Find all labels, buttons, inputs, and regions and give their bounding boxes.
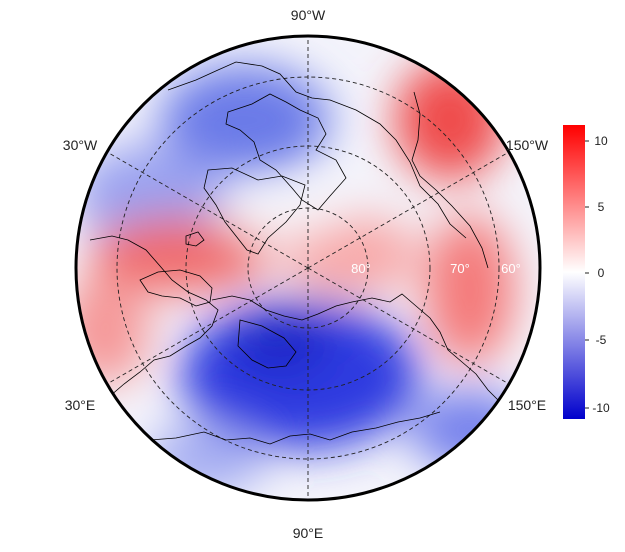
lon-label-150e: 150°E [508, 397, 546, 413]
red-anomaly-pacific [425, 215, 515, 365]
lon-label-30e: 30°E [65, 397, 96, 413]
north-america-coast [167, 61, 467, 239]
canadian-archipelago [225, 93, 347, 211]
colorbar-tick-10: 10 [594, 134, 608, 148]
coastlines [89, 61, 499, 445]
lon-label-150w: 150°W [506, 137, 549, 153]
lon-label-90e: 90°E [293, 525, 324, 541]
graticule [106, 36, 510, 500]
meridian-30w [106, 151, 309, 269]
scandinavia [139, 269, 213, 307]
colorbar-tick-neg5: -5 [596, 333, 607, 347]
europe-coast [89, 235, 219, 405]
lat-label-70: 70° [450, 261, 470, 276]
lat-label-60: 60° [501, 261, 521, 276]
taymyr [237, 319, 297, 369]
map-boundary [74, 34, 542, 502]
colorbar-tick-0: 0 [598, 266, 605, 280]
lat-label-80: 80° [351, 261, 371, 276]
colorbar-tick-neg10: -10 [592, 401, 610, 415]
colorbar-gradient [563, 125, 585, 419]
alaska-coast [411, 91, 489, 269]
colorbar: 10 5 0 -5 -10 [563, 125, 610, 419]
red-anomaly-atlantic [90, 217, 270, 293]
greenland-coast [203, 167, 306, 255]
asia-south-border [149, 411, 441, 445]
colorbar-tick-5: 5 [598, 200, 605, 214]
iceland [185, 231, 205, 247]
meridian-150w [307, 151, 510, 269]
meridian-30e [106, 267, 309, 385]
meridian-150e [307, 267, 510, 385]
siberia-coast [211, 293, 499, 401]
lon-label-30w: 30°W [63, 137, 98, 153]
lon-label-90w: 90°W [291, 7, 326, 23]
